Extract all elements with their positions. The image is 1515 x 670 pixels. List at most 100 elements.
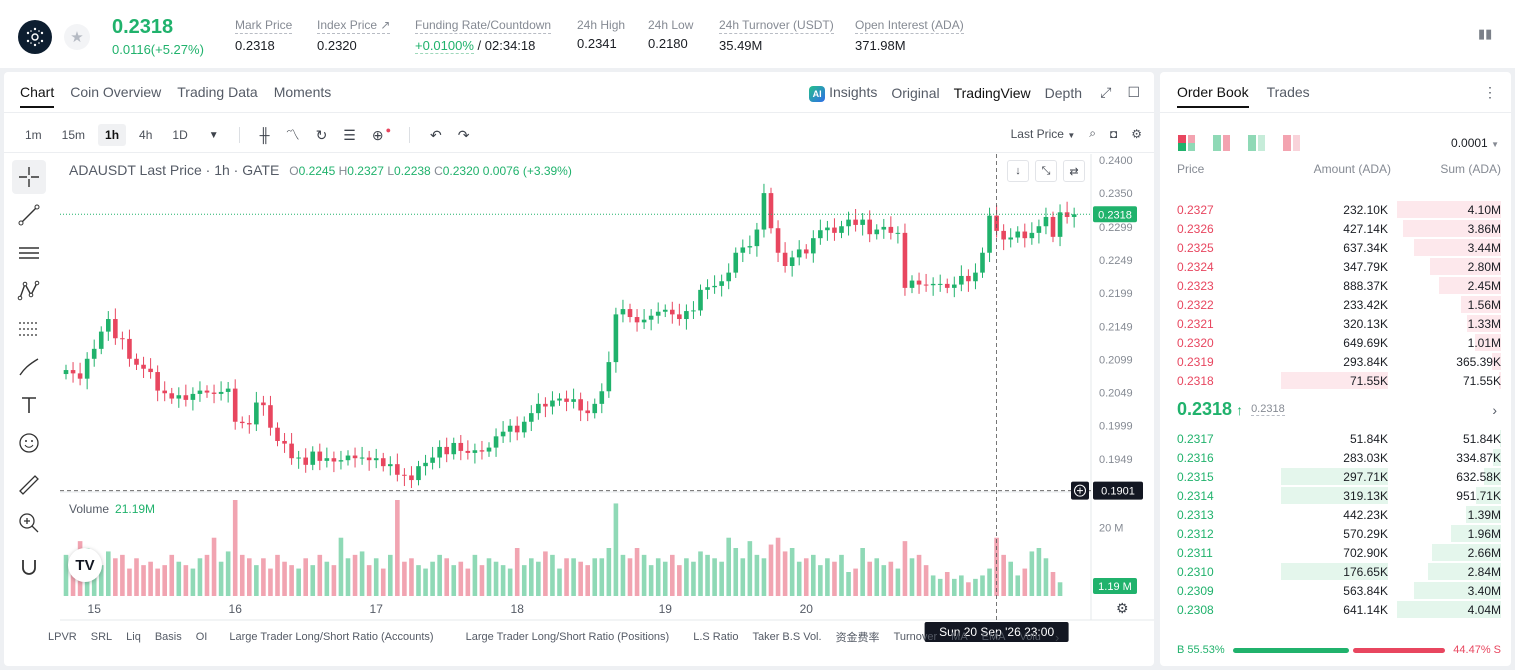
indicator-liq[interactable]: Liq (126, 631, 141, 643)
volume-bar (733, 548, 739, 596)
indicator-srl[interactable]: SRL (90, 631, 113, 643)
indicator-lpvr[interactable]: LPVR (48, 631, 77, 643)
crosshair-tool-icon[interactable] (12, 160, 46, 194)
search-icon[interactable]: ⌕ (1089, 126, 1096, 140)
indicator-ma[interactable]: MA (951, 631, 968, 643)
tab-trades[interactable]: Trades (1266, 84, 1310, 100)
mode-asks-icon[interactable] (1283, 135, 1300, 151)
chevron-right-icon[interactable]: › (1054, 629, 1060, 645)
ask-row[interactable]: 0.2325 637.34K 3.44M (1160, 238, 1511, 257)
book-icon[interactable]: ▮▮ (1478, 26, 1493, 41)
fibonacci-tool-icon[interactable] (12, 312, 46, 346)
interval-15m[interactable]: 15m (61, 128, 86, 142)
template-icon[interactable]: ☰ (343, 126, 356, 143)
stat-funding-rate: Funding Rate/Countdown +0.0100% / 02:34:… (415, 18, 552, 54)
bid-row[interactable]: 0.2309 563.84K 3.40M (1160, 581, 1511, 600)
ask-sum: 71.55K (1462, 374, 1501, 388)
indicator-icon[interactable]: 〽 (285, 127, 300, 143)
zoom-tool-icon[interactable] (12, 506, 46, 540)
candle-body (888, 226, 894, 233)
horizontal-lines-tool-icon[interactable] (12, 236, 46, 270)
bid-row[interactable]: 0.2310 176.65K 2.84M (1160, 562, 1511, 581)
collapse-icon[interactable]: ⤡ (1035, 160, 1057, 182)
ask-row[interactable]: 0.2322 233.42K 1.56M (1160, 295, 1511, 314)
indicator-ema[interactable]: EMA (981, 631, 1006, 643)
ask-row[interactable]: 0.2327 232.10K 4.10M (1160, 200, 1511, 219)
precision-select[interactable]: 0.0001 ▼ (1451, 136, 1499, 150)
trendline-tool-icon[interactable] (12, 198, 46, 232)
brush-tool-icon[interactable] (12, 350, 46, 384)
indicator-oi[interactable]: OI (195, 631, 208, 643)
bid-row[interactable]: 0.2308 641.14K 4.04M (1160, 600, 1511, 619)
indicator-turnover[interactable]: Turnover (893, 631, 938, 643)
expand-icon[interactable]: ⤢ (1100, 84, 1112, 100)
indicator-basis[interactable]: Basis (154, 631, 182, 643)
interval-dropdown-icon[interactable]: ▼ (208, 129, 219, 141)
ruler-tool-icon[interactable] (12, 468, 46, 502)
tab-trading-data[interactable]: Trading Data (177, 84, 258, 100)
ask-row[interactable]: 0.2319 293.84K 365.39K (1160, 352, 1511, 371)
bid-row[interactable]: 0.2311 702.90K 2.66M (1160, 543, 1511, 562)
magnet-tool-icon[interactable] (12, 550, 46, 584)
bid-row[interactable]: 0.2317 51.84K 51.84K (1160, 429, 1511, 448)
pattern-tool-icon[interactable] (12, 274, 46, 308)
indicator-volume[interactable]: Volu (1019, 631, 1041, 643)
mode-split-icon[interactable] (1213, 135, 1230, 151)
candle-body (557, 398, 562, 401)
tab-moments[interactable]: Moments (273, 84, 332, 100)
candle-body (388, 464, 393, 467)
indicator-large-trader-positions[interactable]: Large Trader Long/Short Ratio (Positions… (465, 631, 670, 643)
gear-icon[interactable]: ⚙ (1131, 126, 1142, 141)
mode-both-icon[interactable] (1178, 135, 1195, 151)
chevron-right-icon[interactable]: › (1492, 402, 1497, 418)
ask-row[interactable]: 0.2318 71.55K 71.55K (1160, 371, 1511, 390)
arrow-down-icon[interactable]: ↓ (1007, 160, 1029, 182)
favorite-star-icon[interactable]: ★ (64, 24, 90, 50)
swap-icon[interactable]: ⇄ (1063, 160, 1085, 182)
bid-row[interactable]: 0.2313 442.23K 1.39M (1160, 505, 1511, 524)
volume-bar (712, 558, 717, 596)
interval-4h[interactable]: 4h (139, 128, 153, 142)
replay-icon[interactable]: ↻ (315, 126, 328, 143)
interval-1m[interactable]: 1m (25, 128, 42, 142)
view-insights[interactable]: AI Insights (809, 84, 877, 102)
view-original[interactable]: Original (891, 85, 940, 101)
bid-row[interactable]: 0.2316 283.03K 334.87K (1160, 448, 1511, 467)
ask-row[interactable]: 0.2323 888.37K 2.45M (1160, 276, 1511, 295)
bid-row[interactable]: 0.2315 297.71K 632.58K (1160, 467, 1511, 486)
ask-row[interactable]: 0.2324 347.79K 2.80M (1160, 257, 1511, 276)
view-tradingview[interactable]: TradingView (953, 85, 1031, 101)
add-indicator-icon[interactable]: ⊕ (371, 126, 384, 143)
mode-bids-icon[interactable] (1248, 135, 1265, 151)
tradingview-logo-icon[interactable]: TV (68, 548, 102, 582)
ask-row[interactable]: 0.2320 649.69K 1.01M (1160, 333, 1511, 352)
price-type-select[interactable]: Last Price ▼ (1011, 127, 1076, 141)
indicator-taker-vol[interactable]: Taker B.S Vol. (752, 631, 822, 643)
tab-order-book[interactable]: Order Book (1177, 84, 1249, 108)
view-depth[interactable]: Depth (1044, 85, 1082, 101)
indicator-ls-ratio[interactable]: L.S Ratio (693, 631, 739, 643)
tab-chart[interactable]: Chart (20, 84, 55, 108)
text-tool-icon[interactable] (12, 388, 46, 422)
ask-row[interactable]: 0.2326 427.14K 3.86M (1160, 219, 1511, 238)
bid-row[interactable]: 0.2312 570.29K 1.96M (1160, 524, 1511, 543)
interval-1d[interactable]: 1D (172, 128, 188, 142)
indicator-large-trader-accounts[interactable]: Large Trader Long/Short Ratio (Accounts) (229, 631, 434, 643)
chart-tabs: Chart Coin Overview Trading Data Moments (20, 84, 331, 108)
emoji-tool-icon[interactable] (12, 426, 46, 460)
bid-row[interactable]: 0.2314 319.13K 951.71K (1160, 486, 1511, 505)
undo-icon[interactable]: ↶ (430, 126, 442, 143)
camera-icon[interactable]: ◘ (1109, 126, 1118, 141)
indicator-funding-rate[interactable]: 资金费率 (835, 632, 880, 644)
candle-type-icon[interactable]: ╫ (259, 127, 270, 143)
redo-icon[interactable]: ↷ (457, 126, 470, 143)
ask-row[interactable]: 0.2321 320.13K 1.33M (1160, 314, 1511, 333)
interval-1h[interactable]: 1h (98, 124, 127, 146)
window-icon[interactable]: ☐ (1127, 84, 1140, 100)
candle-body (239, 421, 245, 424)
chart-settings-icon[interactable]: ⚙ (1116, 600, 1129, 616)
stat-index-price[interactable]: Index Price ↗ 0.2320 (317, 18, 391, 53)
candlestick-chart[interactable]: 0.2400 0.2350 0.2299 0.2249 0.2199 0.2149 0.20… (4, 72, 1154, 666)
tab-coin-overview[interactable]: Coin Overview (70, 84, 162, 100)
more-icon[interactable]: ⋮ (1483, 84, 1497, 100)
